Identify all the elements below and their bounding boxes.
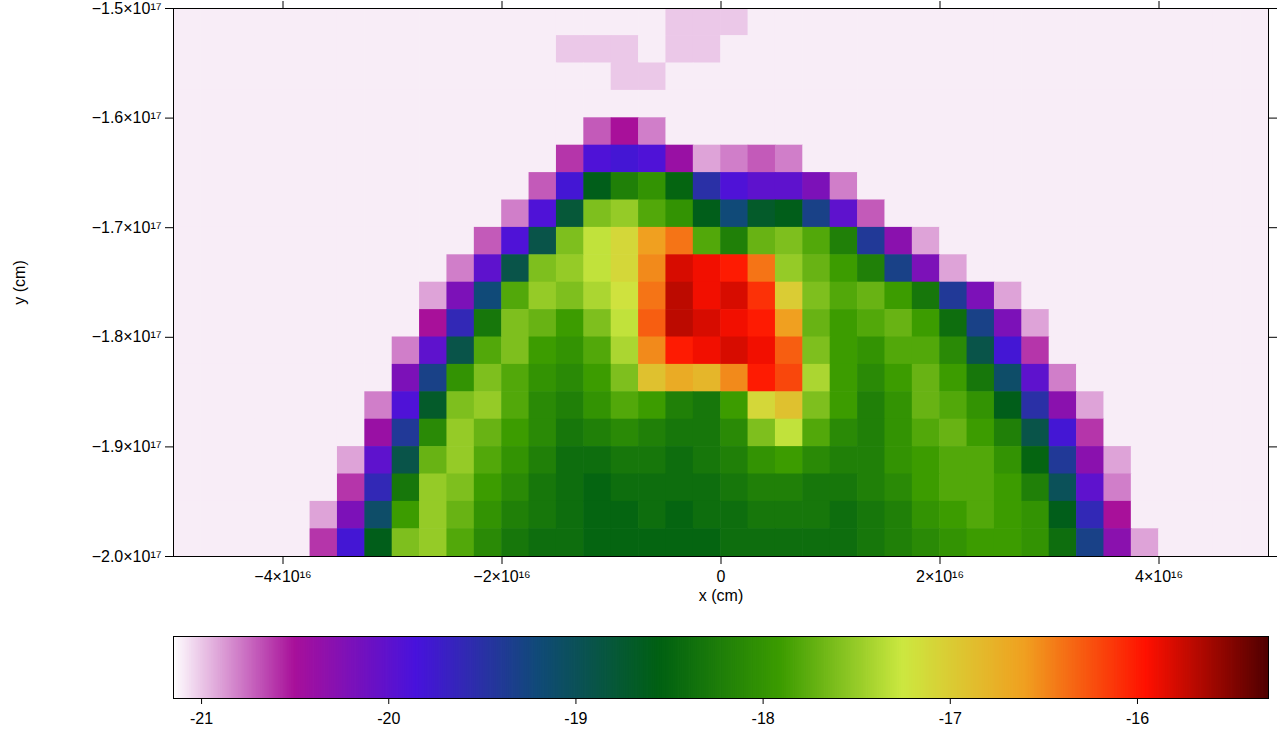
svg-text:−4×10¹⁶: −4×10¹⁶ bbox=[254, 568, 311, 585]
svg-text:−2×10¹⁶: −2×10¹⁶ bbox=[473, 568, 530, 585]
svg-text:-16: -16 bbox=[1126, 710, 1149, 727]
svg-text:y (cm): y (cm) bbox=[11, 260, 28, 304]
svg-text:2×10¹⁶: 2×10¹⁶ bbox=[916, 568, 964, 585]
svg-text:-18: -18 bbox=[752, 710, 775, 727]
svg-text:-19: -19 bbox=[564, 710, 587, 727]
svg-text:-17: -17 bbox=[939, 710, 962, 727]
svg-text:0: 0 bbox=[717, 568, 726, 585]
svg-text:-21: -21 bbox=[190, 710, 213, 727]
svg-text:-20: -20 bbox=[377, 710, 400, 727]
svg-text:−2.0×10¹⁷: −2.0×10¹⁷ bbox=[92, 548, 162, 565]
svg-text:−1.7×10¹⁷: −1.7×10¹⁷ bbox=[92, 219, 162, 236]
svg-text:−1.6×10¹⁷: −1.6×10¹⁷ bbox=[92, 109, 162, 126]
svg-text:4×10¹⁶: 4×10¹⁶ bbox=[1135, 568, 1183, 585]
svg-text:−1.5×10¹⁷: −1.5×10¹⁷ bbox=[92, 0, 162, 17]
svg-text:−1.9×10¹⁷: −1.9×10¹⁷ bbox=[92, 438, 162, 455]
svg-text:−1.8×10¹⁷: −1.8×10¹⁷ bbox=[92, 328, 162, 345]
svg-text:x (cm): x (cm) bbox=[699, 587, 743, 604]
